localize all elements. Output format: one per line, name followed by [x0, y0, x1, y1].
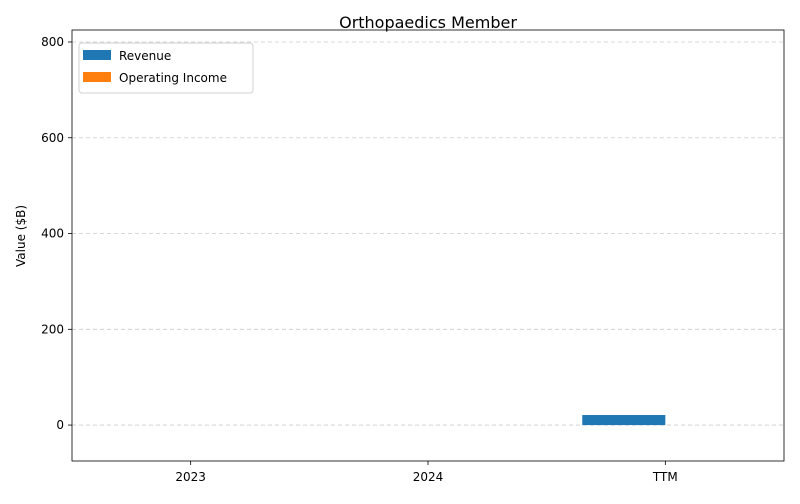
legend-box [78, 42, 254, 94]
legend: Revenue Operating Income [78, 42, 254, 94]
axes: 0 200 400 600 800 2023 2024 TTM [41, 29, 785, 484]
x-tick-label: TTM [652, 470, 678, 484]
plot-frame [71, 29, 785, 462]
bars [582, 415, 666, 426]
legend-swatch-operating-income [83, 72, 111, 82]
chart-title: Orthopaedics Member [339, 13, 517, 32]
y-tick-label: 400 [41, 227, 64, 241]
legend-swatch-revenue [83, 50, 111, 60]
x-tick-label: 2024 [413, 470, 444, 484]
y-tick-label: 600 [41, 131, 64, 145]
x-tick-label: 2023 [175, 470, 206, 484]
y-axis-label: Value ($B) [14, 205, 28, 267]
y-tick-label: 800 [41, 35, 64, 49]
y-tick-label: 200 [41, 322, 64, 336]
bar-revenue [582, 415, 666, 426]
legend-label-revenue: Revenue [119, 49, 171, 63]
legend-label-operating-income: Operating Income [119, 71, 227, 85]
gridlines [72, 41, 784, 426]
y-tick-label: 0 [56, 418, 64, 432]
